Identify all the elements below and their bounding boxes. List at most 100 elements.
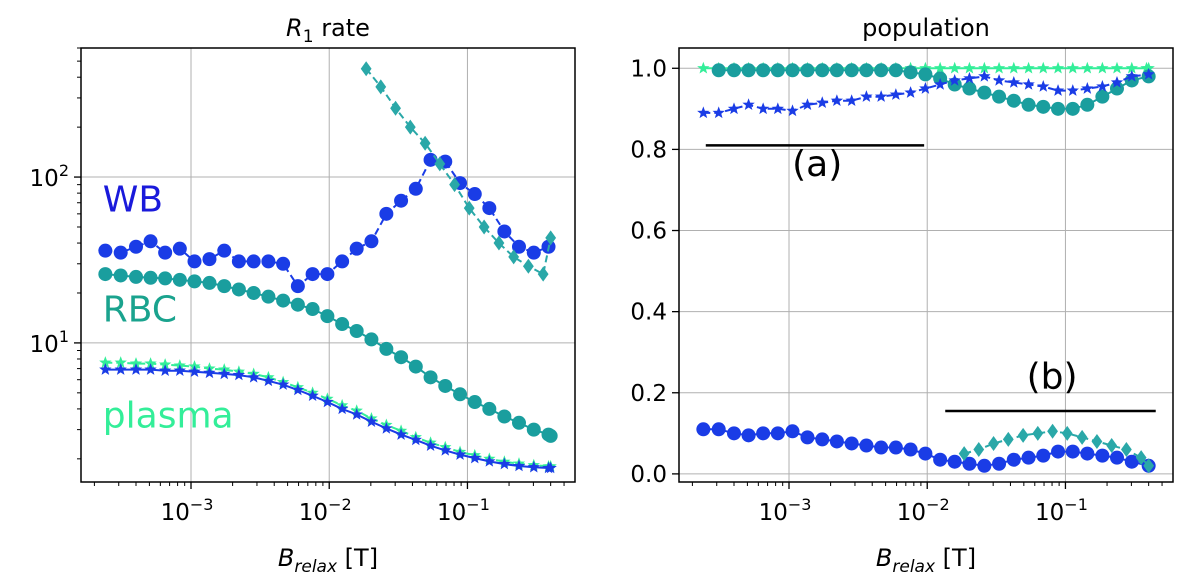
data-point (815, 63, 830, 78)
data-point (217, 243, 232, 258)
data-point (756, 426, 771, 441)
data-point (903, 442, 918, 457)
data-point (786, 104, 799, 117)
data-point (829, 63, 844, 78)
data-point (537, 266, 549, 282)
data-point (1006, 452, 1021, 467)
data-point (977, 85, 992, 100)
data-point (1065, 444, 1080, 459)
data-point (98, 243, 113, 258)
data-point (801, 98, 814, 111)
data-point (320, 267, 335, 282)
data-point (276, 256, 291, 271)
data-point (696, 422, 711, 437)
right-title: population (862, 14, 990, 42)
data-point (349, 323, 364, 338)
data-point (419, 135, 431, 151)
right-tick-labels: 10−3 10−2 10−1 0.0 0.2 0.4 0.6 0.8 1.0 (630, 56, 1163, 526)
data-point (860, 90, 873, 102)
data-point (947, 454, 962, 469)
data-point (785, 63, 800, 78)
data-point (364, 332, 379, 347)
data-point (364, 234, 379, 249)
data-point (394, 193, 409, 208)
data-point (1037, 80, 1050, 92)
data-point (1006, 93, 1021, 108)
data-point (158, 271, 173, 286)
data-point (527, 460, 540, 473)
data-point (375, 79, 387, 95)
data-point (543, 428, 558, 443)
data-point (467, 395, 482, 410)
data-point (1032, 425, 1044, 441)
data-point (305, 302, 320, 317)
data-point (144, 357, 157, 369)
y-tick-label: 102 (30, 161, 69, 192)
data-point (1002, 431, 1014, 447)
data-point (1017, 427, 1029, 443)
data-point (978, 69, 991, 82)
y-tick-label: 0.0 (630, 462, 667, 488)
data-point (409, 433, 422, 446)
data-point (276, 378, 290, 390)
data-point (99, 363, 112, 375)
data-point (1081, 82, 1094, 94)
data-point (727, 102, 741, 115)
data-point (218, 367, 231, 380)
data-point (770, 426, 785, 441)
data-point (770, 63, 785, 78)
data-point (711, 63, 726, 78)
data-point (977, 458, 992, 473)
series-label: RBC (103, 289, 177, 330)
x-tick-label: 10−2 (897, 495, 950, 526)
data-point (1143, 458, 1155, 474)
data-point (888, 63, 903, 78)
data-point (231, 282, 246, 297)
data-point (262, 374, 275, 387)
data-point (1037, 61, 1050, 74)
data-point (889, 88, 903, 100)
y-tick-label: 101 (30, 327, 69, 358)
data-point (365, 415, 378, 427)
data-point (349, 241, 364, 256)
data-point (404, 119, 416, 135)
data-point (482, 201, 497, 216)
data-point (143, 270, 158, 285)
data-point (158, 364, 172, 376)
data-point (1110, 75, 1124, 88)
data-point (1021, 97, 1036, 112)
data-point (423, 370, 438, 385)
data-point (992, 456, 1007, 471)
data-point (394, 428, 408, 440)
data-point (830, 94, 844, 106)
data-point (482, 401, 497, 416)
data-point (1036, 448, 1051, 463)
data-point (306, 389, 319, 402)
data-point (1021, 450, 1036, 465)
data-point (933, 452, 948, 467)
data-point (1065, 101, 1080, 116)
data-point (129, 363, 143, 375)
data-point (290, 297, 305, 312)
data-point (290, 279, 305, 294)
data-point (1051, 61, 1065, 74)
y-tick-label: 1.0 (630, 56, 667, 82)
data-point (933, 78, 947, 90)
data-point (172, 272, 187, 287)
x-tick-label: 10−1 (1035, 495, 1088, 526)
data-point (335, 402, 349, 415)
data-point (1091, 433, 1103, 449)
data-point (144, 363, 157, 375)
data-point (497, 224, 512, 239)
data-point (545, 230, 557, 246)
data-point (1036, 99, 1051, 114)
data-point (1080, 97, 1095, 112)
data-point (508, 249, 520, 265)
data-point (988, 435, 999, 451)
data-point (903, 65, 918, 80)
data-point (962, 456, 977, 471)
data-point (859, 438, 874, 453)
data-point (453, 448, 467, 460)
data-point (1081, 61, 1094, 74)
right-panel-population: 10−3 10−2 10−1 0.0 0.2 0.4 0.6 0.8 1.0 (a) (b) po… (630, 14, 1174, 577)
